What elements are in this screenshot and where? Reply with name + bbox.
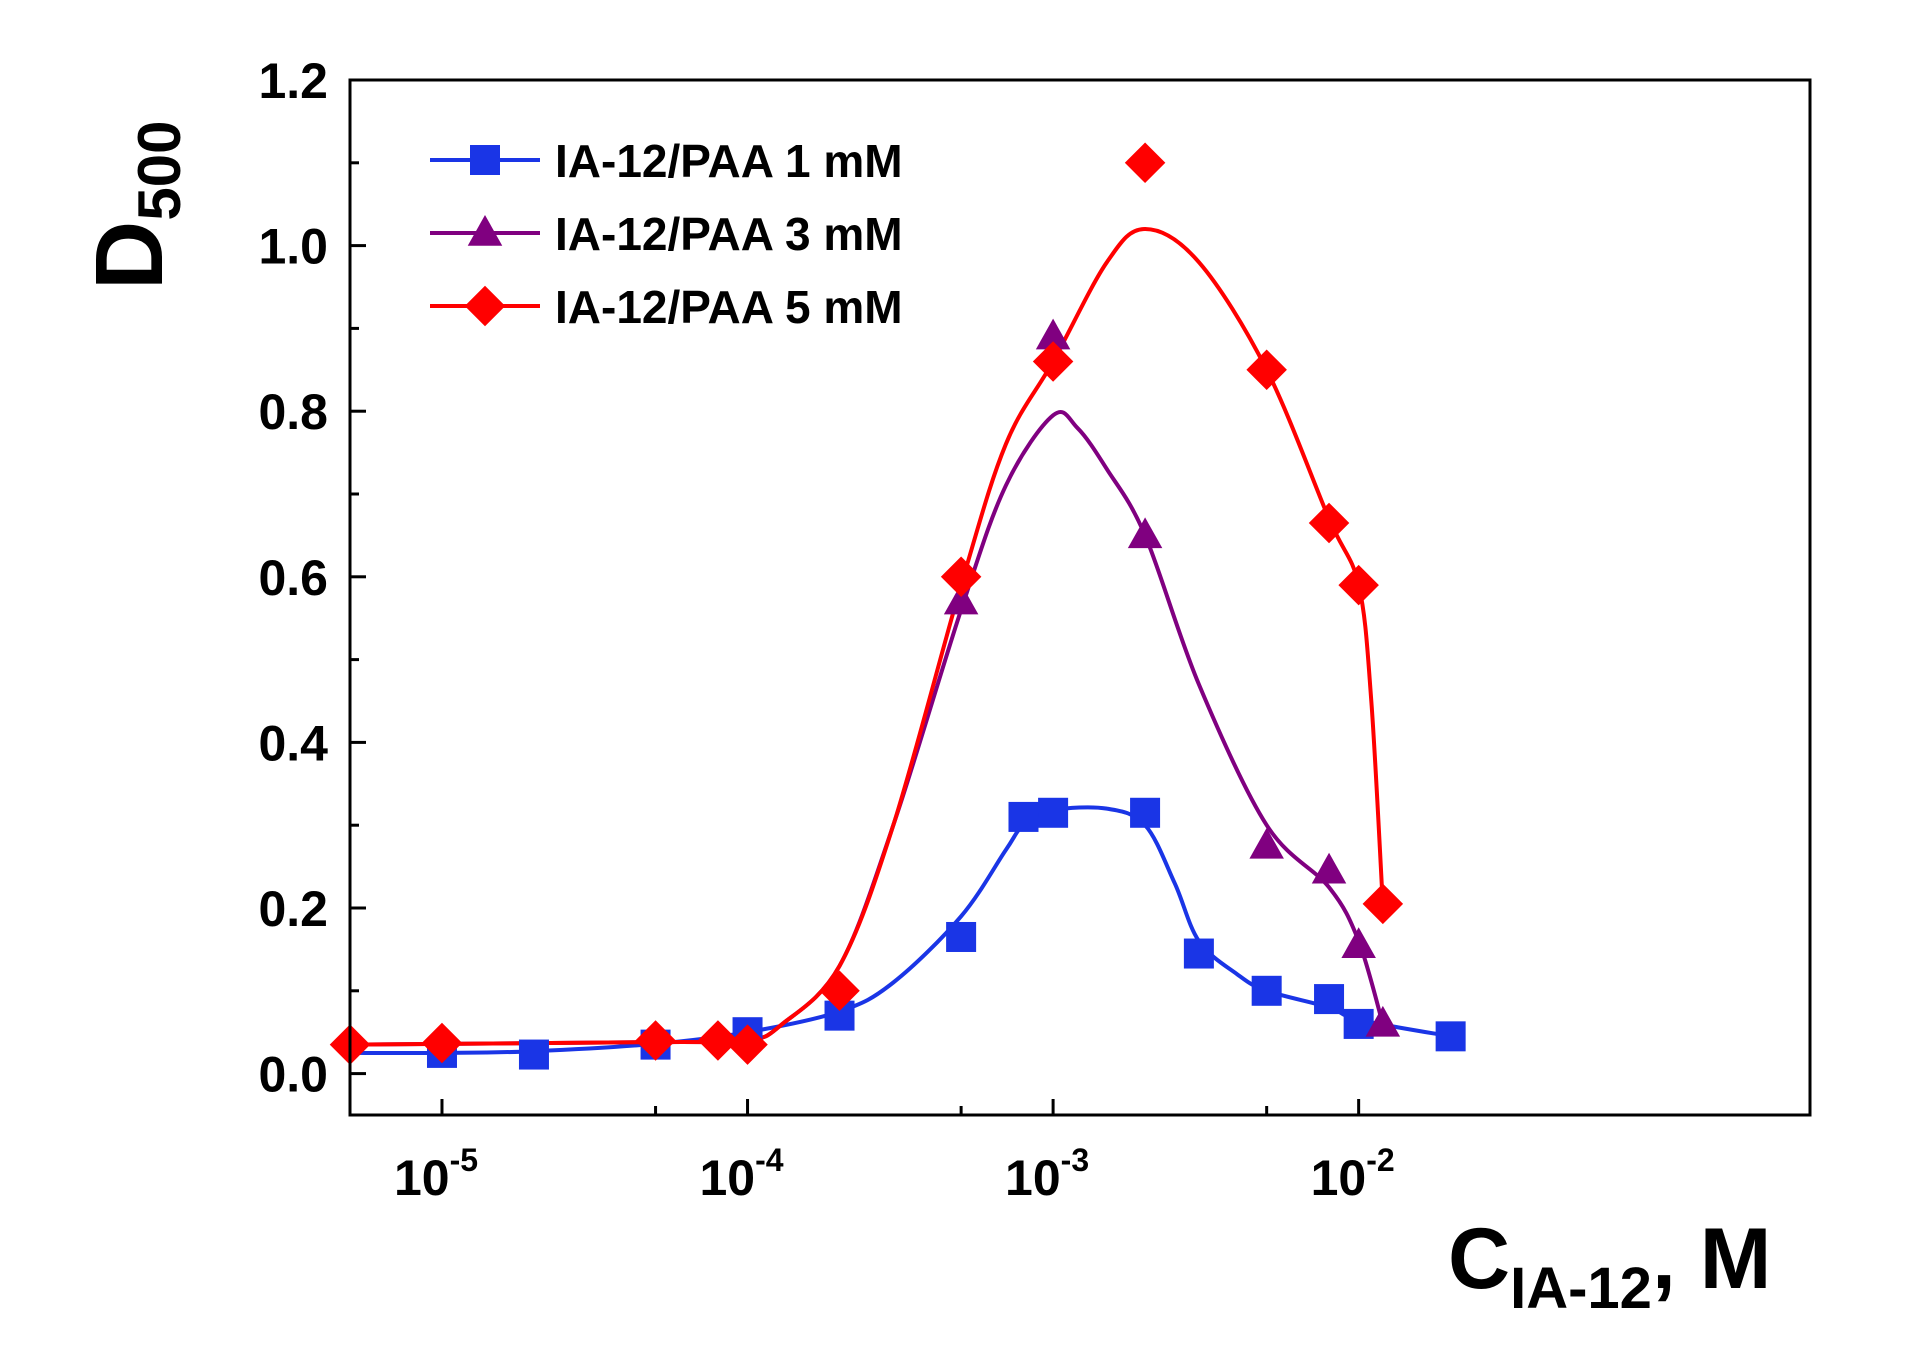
data-point-ia-12-paa-5-mm [1362, 883, 1404, 925]
axes: 0.00.20.40.60.81.01.210-5 10-4 10-3 10-2 [258, 53, 1812, 1206]
data-point-ia-12-paa-5-mm [1246, 349, 1287, 391]
x-tick-label: 10-5 [394, 1142, 478, 1206]
data-point-ia-12-paa-1-mm [518, 1039, 549, 1070]
y-tick-label: 1.2 [258, 53, 328, 109]
data-point-ia-12-paa-5-mm [819, 970, 860, 1012]
x-tick-label-base: 10 [1311, 1150, 1367, 1206]
data-point-ia-12-paa-5-mm [940, 556, 982, 598]
series-markers [329, 142, 1466, 1070]
legend-marker-ia-12-paa-5-mm [464, 285, 506, 327]
y-tick-label: 1.0 [258, 219, 328, 275]
data-point-ia-12-paa-5-mm [1338, 564, 1379, 606]
y-axis-title-main: D [76, 221, 183, 290]
y-tick-label: 0.2 [258, 881, 328, 937]
data-point-ia-12-paa-3-mm [1035, 318, 1071, 350]
data-point-ia-12-paa-1-mm [1183, 938, 1214, 969]
legend-label-ia-12-paa-5-mm: IA-12/PAA 5 mM [555, 281, 903, 333]
data-point-ia-12-paa-3-mm [1341, 927, 1376, 959]
data-point-ia-12-paa-3-mm [1127, 517, 1163, 549]
data-point-ia-12-paa-3-mm [1311, 852, 1347, 884]
x-tick-label: 10-4 [700, 1142, 784, 1206]
data-point-ia-12-paa-1-mm [1314, 984, 1345, 1015]
x-tick-label-base: 10 [700, 1150, 756, 1206]
x-tick-label-base: 10 [1005, 1150, 1061, 1206]
x-tick-label: 10-2 [1311, 1142, 1395, 1206]
series-curves [349, 226, 1451, 1056]
data-point-ia-12-paa-1-mm [1435, 1021, 1466, 1052]
data-point-ia-12-paa-5-mm [697, 1020, 739, 1061]
x-axis-title-sub: IA-12 [1510, 1256, 1652, 1321]
y-tick-label: 0.6 [258, 550, 328, 606]
legend-marker-ia-12-paa-1-mm [470, 145, 500, 175]
data-point-ia-12-paa-1-mm [946, 921, 977, 952]
x-tick-label-exponent: -3 [1061, 1142, 1089, 1178]
x-tick-label-base: 10 [394, 1150, 450, 1206]
y-tick-label: 0.8 [258, 384, 328, 440]
y-tick-label: 0.4 [258, 715, 328, 771]
y-axis-title: D500 [76, 121, 193, 290]
y-axis-title-sub: 500 [126, 121, 193, 221]
data-point-ia-12-paa-5-mm [1032, 341, 1074, 382]
data-point-ia-12-paa-3-mm [1365, 1005, 1401, 1037]
x-axis-title: CIA-12, M [1448, 1211, 1771, 1321]
data-point-ia-12-paa-3-mm [943, 583, 979, 615]
y-tick-label: 0.0 [258, 1047, 328, 1103]
plot-frame [348, 78, 1812, 1117]
series-line-ia-12-paa-3-mm [349, 409, 1385, 1047]
x-axis-title-main: C [1448, 1211, 1510, 1307]
data-point-ia-12-paa-1-mm [1130, 797, 1161, 828]
legend-label-ia-12-paa-1-mm: IA-12/PAA 1 mM [555, 135, 903, 187]
data-point-ia-12-paa-5-mm [727, 1024, 768, 1065]
data-point-ia-12-paa-5-mm [1308, 502, 1350, 544]
x-tick-label-exponent: -4 [755, 1142, 784, 1178]
x-tick-label-exponent: -2 [1366, 1142, 1394, 1178]
data-point-ia-12-paa-5-mm [635, 1020, 676, 1061]
x-tick-label-exponent: -5 [450, 1142, 478, 1178]
data-point-ia-12-paa-1-mm [1038, 797, 1069, 828]
legend-marker-ia-12-paa-3-mm [467, 215, 503, 246]
x-tick-label: 10-3 [1005, 1142, 1089, 1206]
series-line-ia-12-paa-1-mm [349, 805, 1451, 1056]
data-point-ia-12-paa-3-mm [1249, 827, 1284, 859]
data-point-ia-12-paa-5-mm [1124, 142, 1166, 184]
series-line-ia-12-paa-5-mm [349, 226, 1385, 1047]
legend-label-ia-12-paa-3-mm: IA-12/PAA 3 mM [555, 208, 903, 260]
data-point-ia-12-paa-1-mm [1008, 801, 1039, 832]
data-point-ia-12-paa-1-mm [1251, 975, 1282, 1006]
legend: IA-12/PAA 1 mM IA-12/PAA 3 mM IA-12/PAA 5 … [430, 135, 903, 333]
x-axis-title-suffix: , M [1652, 1211, 1771, 1307]
data-point-ia-12-paa-5-mm [421, 1022, 463, 1064]
